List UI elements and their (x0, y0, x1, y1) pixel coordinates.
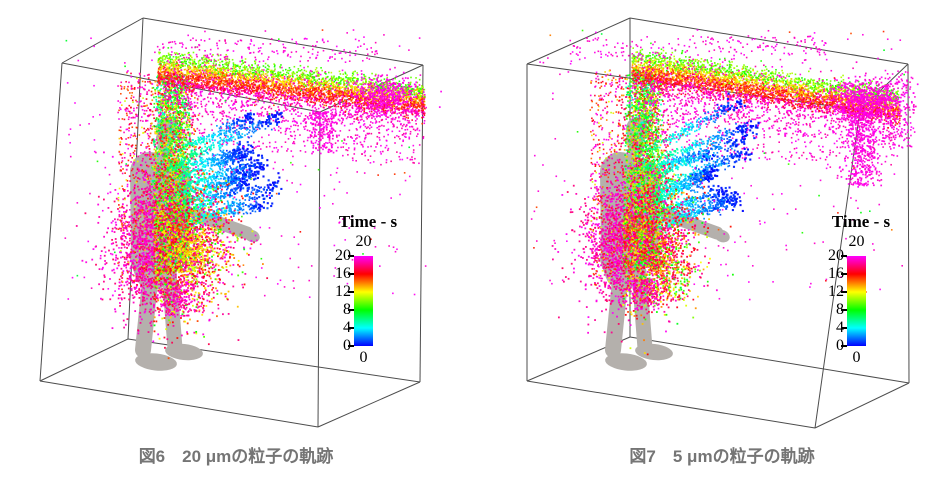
tick-label: 12 (828, 283, 844, 300)
person-neck (156, 131, 173, 159)
box-edge (419, 64, 424, 383)
legend-title: Time - s (831, 212, 891, 231)
tick-label: 0 (836, 337, 844, 354)
legend-title: Time - s (338, 212, 398, 231)
person-leg-front (135, 264, 159, 358)
box-edge (39, 338, 129, 382)
box-edge (859, 63, 909, 111)
colorbar-legend-left: Time - s 20 20 16 12 8 4 0 0 (324, 212, 416, 373)
legend-max-label: 20 (848, 233, 865, 250)
tick-mark (348, 309, 354, 311)
figure-panel-left: Time - s 20 20 16 12 8 4 0 0 図6 20 μmの粒子… (0, 0, 470, 481)
box-edge (526, 63, 861, 111)
tick-label: 8 (836, 301, 844, 318)
person-torso-back (130, 152, 171, 272)
figure-caption-right: 図7 5 μmの粒子の軌跡 (629, 447, 815, 466)
legend-max-label: 20 (355, 233, 372, 250)
colorbar-gradient (841, 255, 866, 347)
tick-mark (841, 255, 847, 257)
legend-tick-labels: 20 16 12 8 4 0 (817, 248, 844, 354)
box-edge (39, 380, 319, 428)
person-leg-rear (161, 264, 183, 356)
figure-panel-right: Time - s 20 20 16 12 8 4 0 0 図7 5 μmの粒子の… (470, 0, 940, 481)
legend-min-label: 0 (359, 349, 368, 366)
tick-label: 12 (335, 283, 351, 300)
figure-caption-left: 図6 20 μmの粒子の軌跡 (138, 447, 334, 466)
tick-mark (348, 327, 354, 329)
tick-label: 4 (836, 319, 844, 336)
person-torso-back (600, 152, 641, 272)
colorbar-legend-right: Time - s 20 20 16 12 8 4 0 0 (817, 212, 909, 373)
box-edge (61, 17, 144, 64)
person-arm (660, 208, 724, 240)
box-edge (317, 381, 421, 428)
person-arm (190, 208, 254, 240)
person-silhouette (600, 117, 730, 371)
tick-label: 8 (343, 301, 351, 318)
box-edge (526, 17, 631, 65)
person-torso (151, 159, 191, 265)
box-edge (629, 17, 909, 65)
tick-label: 16 (828, 265, 844, 282)
tick-label: 20 (828, 247, 844, 264)
tick-mark (348, 345, 354, 347)
person-silhouette (130, 117, 260, 371)
box-edge (61, 62, 321, 113)
tick-label: 16 (335, 265, 351, 282)
tick-label: 4 (343, 319, 351, 336)
box-edge (526, 380, 816, 429)
legend-min-label: 0 (852, 349, 861, 366)
tick-mark (841, 273, 847, 275)
box-edge (319, 64, 424, 113)
tick-mark (348, 291, 354, 293)
person-leg-rear (631, 264, 653, 356)
legend-tick-labels: 20 16 12 8 4 0 (324, 248, 351, 354)
box-edge (814, 382, 910, 429)
tick-mark (841, 327, 847, 329)
colorbar-gradient (348, 255, 373, 347)
box-edge (317, 111, 321, 428)
person-torso (621, 159, 661, 265)
person-leg-front (605, 264, 629, 358)
tick-mark (841, 345, 847, 347)
box-edge (39, 62, 63, 382)
person-neck (626, 131, 643, 159)
tick-mark (348, 273, 354, 275)
tick-mark (348, 255, 354, 257)
box-edge (142, 17, 424, 66)
tick-mark (841, 291, 847, 293)
tick-mark (841, 309, 847, 311)
tick-label: 0 (343, 337, 351, 354)
tick-label: 20 (335, 247, 351, 264)
